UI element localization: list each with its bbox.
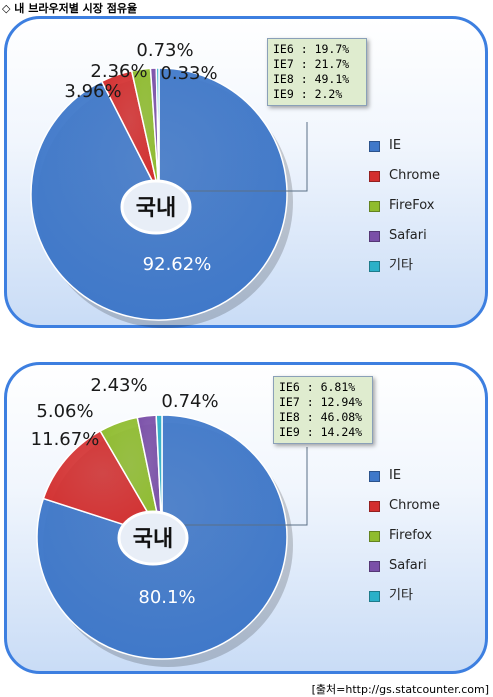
data-label-firefox: 2.36% (90, 61, 147, 82)
ie-version-box-1: IE6 : 19.7% IE7 : 21.7% IE8 : 49.1% IE9 … (267, 38, 367, 106)
ie-version-row: IE8 : 49.1% (273, 72, 350, 86)
data-label-ie: 80.1% (138, 587, 195, 608)
center-label: 국내 (136, 196, 176, 221)
data-label-firefox: 5.06% (36, 401, 93, 422)
legend-item-other: 기타 (369, 259, 440, 289)
legend-item-other: 기타 (369, 589, 440, 619)
data-label-safari: 0.73% (136, 40, 193, 61)
legend-swatch (369, 471, 380, 482)
ie-version-row: IE9 : 2.2% (273, 87, 343, 101)
pie-slice-other (155, 67, 160, 195)
chart-panel-1: 국내 92.62% 3.96% 2.36% 0.73% 0.33% IE6 : 19.7%… (4, 16, 488, 328)
ie-version-row: IE9 : 14.24% (279, 425, 363, 439)
legend-2: IE Chrome Firefox Safari 기타 (369, 469, 440, 619)
data-label-other: 0.74% (161, 391, 218, 412)
legend-1: IE Chrome FireFox Safari 기타 (369, 139, 440, 289)
center-bubble (120, 179, 192, 235)
data-label-chrome: 3.96% (64, 81, 121, 102)
source-credit: [출처=http://gs.statcounter.com] (311, 683, 489, 696)
ie-version-box-2: IE6 : 6.81% IE7 : 12.94% IE8 : 46.08% IE… (273, 376, 373, 444)
ie-callout-line (177, 447, 308, 526)
data-label-other: 0.33% (160, 63, 217, 84)
legend-swatch (369, 591, 380, 602)
ie-version-row: IE7 : 21.7% (273, 57, 350, 71)
legend-item-ie: IE (369, 139, 440, 169)
ie-version-row: IE6 : 19.7% (273, 42, 350, 56)
ie-version-row: IE6 : 6.81% (279, 380, 356, 394)
page-title: ◇ 내 브라우저별 시장 점유율 (2, 2, 138, 15)
legend-swatch (369, 531, 380, 542)
center-bubble (117, 510, 189, 566)
data-label-ie: 92.62% (143, 254, 212, 275)
legend-swatch (369, 201, 380, 212)
legend-item-safari: Safari (369, 229, 440, 259)
ie-callout-line (159, 122, 308, 192)
legend-swatch (369, 261, 380, 272)
legend-swatch (369, 561, 380, 572)
ie-version-row: IE8 : 46.08% (279, 410, 363, 424)
pie-slice-other (155, 414, 163, 538)
legend-item-firefox: FireFox (369, 199, 440, 229)
legend-item-chrome: Chrome (369, 499, 440, 529)
center-label: 국내 (133, 527, 173, 552)
legend-item-chrome: Chrome (369, 169, 440, 199)
chart-panel-2: 국내 80.1% 11.67% 5.06% 2.43% 0.74% IE6 : 6.81%… (4, 362, 488, 674)
pie-chart-1: 국내 92.62% 3.96%2.36%0.73%0.33% (30, 40, 308, 328)
legend-item-ie: IE (369, 469, 440, 499)
ie-version-row: IE7 : 12.94% (279, 395, 363, 409)
pie-slice-chrome (42, 429, 164, 539)
data-label-safari: 2.43% (90, 375, 147, 396)
legend-item-firefox: Firefox (369, 529, 440, 559)
legend-item-safari: Safari (369, 559, 440, 589)
legend-swatch (369, 501, 380, 512)
pie-chart-2: 국내 80.1% 11.67% 5.06% 2.43% 0.74% (31, 375, 308, 667)
legend-swatch (369, 141, 380, 152)
legend-swatch (369, 171, 380, 182)
data-label-chrome: 11.67% (31, 429, 100, 450)
legend-swatch (369, 231, 380, 242)
